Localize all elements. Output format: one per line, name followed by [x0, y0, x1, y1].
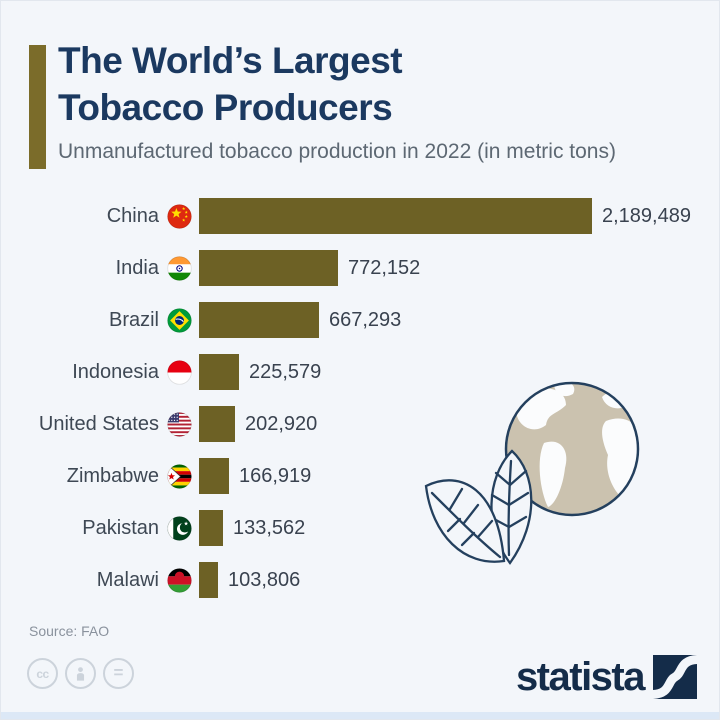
bar-row: United States 202,920 [29, 406, 691, 442]
leaf-icon [424, 449, 533, 565]
value-label: 202,920 [245, 412, 318, 435]
united-states-flag-icon [167, 411, 192, 437]
china-flag-icon [167, 203, 192, 229]
country-label: Pakistan [82, 516, 159, 539]
bar-row: Pakistan 133,562 [29, 510, 691, 546]
statista-logo: statista [516, 655, 697, 699]
source-note: Source: FAO [29, 623, 110, 639]
value-label: 103,806 [228, 568, 301, 591]
zimbabwe-flag-icon [167, 463, 192, 489]
bar-pakistan [199, 510, 223, 546]
value-label: 667,293 [329, 308, 402, 331]
bar-row: Malawi 103,806 [29, 562, 691, 598]
cc-icon: cc [27, 658, 58, 689]
chart-title-line2: Tobacco Producers [58, 87, 393, 128]
bar-malawi [199, 562, 218, 598]
bar-india [199, 250, 338, 286]
country-label: Zimbabwe [66, 464, 159, 487]
bar-china [199, 198, 592, 234]
globe-leaves-illustration [416, 373, 672, 585]
bar-rows: China 2,189,489 India 772,152 Brazil 667,293 I… [29, 198, 691, 614]
value-label: 225,579 [249, 360, 322, 383]
bar-indonesia [199, 354, 239, 390]
country-label: India [115, 256, 159, 279]
value-label: 772,152 [348, 256, 421, 279]
india-flag-icon [167, 255, 192, 281]
country-label: China [106, 204, 159, 227]
bar-row: Brazil 667,293 [29, 302, 691, 338]
bottom-border [1, 712, 719, 719]
country-label: Brazil [108, 308, 159, 331]
value-label: 133,562 [233, 516, 306, 539]
indonesia-flag-icon [167, 359, 192, 385]
chart-subtitle: Unmanufactured tobacco production in 202… [58, 140, 616, 163]
pakistan-flag-icon [167, 515, 192, 541]
bar-row: China 2,189,489 [29, 198, 691, 234]
title-accent-bar [29, 45, 46, 169]
bar-united-states [199, 406, 235, 442]
value-label: 2,189,489 [602, 204, 691, 227]
statista-logo-text: statista [515, 655, 646, 699]
bar-row: Zimbabwe 166,919 [29, 458, 691, 494]
license-icons: cc = [27, 658, 134, 689]
bar-brazil [199, 302, 319, 338]
malawi-flag-icon [167, 567, 192, 593]
statista-logo-mark-icon [653, 655, 697, 699]
attribution-person-icon [65, 658, 96, 689]
chart-title: The World’s Largest Tobacco Producers [58, 37, 403, 131]
brazil-flag-icon [167, 307, 192, 333]
value-label: 166,919 [239, 464, 312, 487]
country-label: Indonesia [72, 360, 159, 383]
bar-row: Indonesia 225,579 [29, 354, 691, 390]
country-label: Malawi [96, 568, 159, 591]
chart-title-line1: The World’s Largest [58, 40, 403, 81]
bar-row: India 772,152 [29, 250, 691, 286]
country-label: United States [38, 412, 159, 435]
bar-zimbabwe [199, 458, 229, 494]
globe-icon [424, 381, 640, 565]
equals-icon: = [103, 658, 134, 689]
